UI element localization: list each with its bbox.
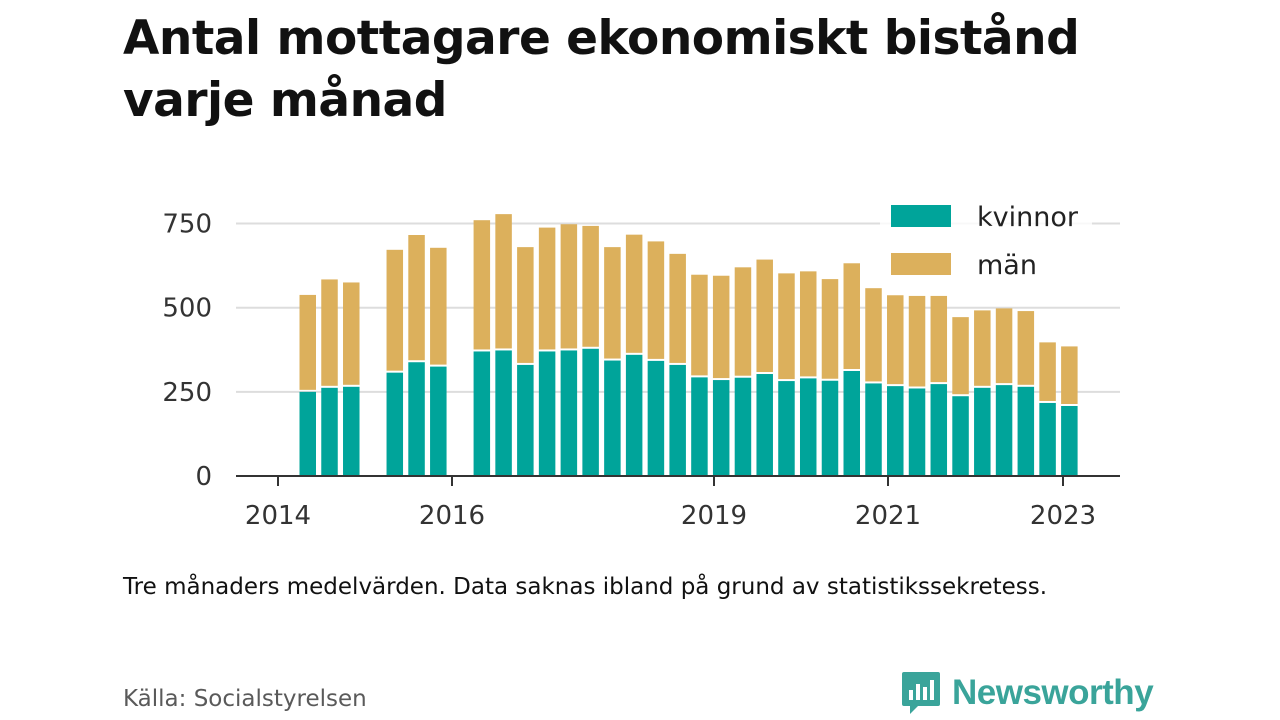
legend: kvinnor män bbox=[880, 195, 1092, 287]
bar-kvinnor bbox=[386, 372, 404, 476]
bar-man bbox=[408, 235, 425, 361]
bar-kvinnor bbox=[756, 374, 773, 476]
x-tick-label: 2014 bbox=[245, 501, 311, 531]
bar-man bbox=[1039, 342, 1056, 401]
legend-label: kvinnor bbox=[977, 202, 1079, 233]
axes: 0 250 500 750 2014 2016 2019 2021 2023 bbox=[162, 210, 1120, 531]
bar-man bbox=[712, 275, 730, 379]
bar-kvinnor bbox=[647, 360, 665, 476]
bar-kvinnor bbox=[1017, 386, 1035, 476]
brand-name: Newsworthy bbox=[952, 673, 1154, 712]
bar-kvinnor bbox=[517, 364, 534, 476]
bar-man bbox=[299, 294, 316, 390]
bar-man bbox=[386, 249, 404, 371]
bar-man bbox=[495, 214, 512, 349]
newsworthy-logo[interactable]: Newsworthy bbox=[900, 668, 1154, 718]
bar-man bbox=[473, 220, 491, 350]
y-tick-label: 250 bbox=[162, 378, 212, 408]
bar-kvinnor bbox=[430, 366, 447, 476]
x-tick-label: 2019 bbox=[681, 501, 747, 531]
bar-man bbox=[821, 279, 839, 379]
legend-swatch bbox=[891, 253, 951, 275]
bar-man bbox=[778, 273, 795, 380]
bar-kvinnor bbox=[843, 370, 860, 476]
bar-man bbox=[952, 317, 969, 395]
bar-kvinnor bbox=[952, 396, 969, 476]
y-tick-label: 750 bbox=[162, 210, 212, 240]
bar-kvinnor bbox=[1061, 405, 1078, 476]
bar-kvinnor bbox=[887, 386, 904, 476]
bar-man bbox=[1061, 346, 1078, 404]
bar-kvinnor bbox=[908, 388, 926, 476]
bar-kvinnor bbox=[821, 380, 839, 476]
bar-man bbox=[908, 295, 926, 387]
bar-man bbox=[430, 247, 447, 365]
bar-kvinnor bbox=[343, 386, 360, 476]
x-tick-label: 2016 bbox=[419, 501, 485, 531]
bar-man bbox=[538, 227, 556, 350]
x-tick-label: 2023 bbox=[1030, 501, 1096, 531]
bar-man bbox=[560, 224, 578, 349]
bar-man bbox=[974, 310, 991, 386]
bar-kvinnor bbox=[495, 350, 512, 476]
bar-man bbox=[604, 247, 621, 359]
bar-man bbox=[995, 308, 1013, 384]
bar-man bbox=[625, 234, 643, 353]
bar-man bbox=[756, 259, 773, 373]
bar-kvinnor bbox=[1039, 402, 1056, 476]
y-tick-label: 0 bbox=[195, 462, 212, 492]
bar-man bbox=[799, 271, 817, 377]
bar-kvinnor bbox=[625, 354, 643, 476]
bar-kvinnor bbox=[778, 381, 795, 476]
bar-kvinnor bbox=[321, 387, 338, 476]
bar-man bbox=[1017, 311, 1035, 385]
bar-kvinnor bbox=[734, 377, 752, 476]
bar-kvinnor bbox=[691, 377, 708, 476]
bar-man bbox=[865, 288, 882, 382]
source-label: Källa: Socialstyrelsen bbox=[123, 686, 367, 712]
bar-kvinnor bbox=[560, 350, 578, 476]
bar-kvinnor bbox=[974, 387, 991, 476]
bar-kvinnor bbox=[995, 385, 1013, 476]
bar-man bbox=[582, 225, 599, 347]
bar-kvinnor bbox=[473, 351, 491, 476]
legend-swatch bbox=[891, 205, 951, 227]
bar-kvinnor bbox=[582, 348, 599, 476]
bar-kvinnor bbox=[408, 362, 425, 476]
newsworthy-icon bbox=[902, 672, 940, 714]
chart-title: Antal mottagare ekonomiskt bistånd varje… bbox=[123, 11, 1080, 128]
bar-man bbox=[887, 295, 904, 385]
bar-man bbox=[691, 274, 708, 376]
legend-label: män bbox=[977, 250, 1037, 281]
chart: 0 250 500 750 2014 2016 2019 2021 2023 kvinnor mä… bbox=[162, 195, 1120, 531]
bar-kvinnor bbox=[299, 391, 316, 476]
bar-kvinnor bbox=[712, 380, 730, 476]
bar-kvinnor bbox=[799, 378, 817, 476]
x-tick-label: 2021 bbox=[855, 501, 921, 531]
bar-man bbox=[647, 241, 665, 359]
chart-note: Tre månaders medelvärden. Data saknas ib… bbox=[123, 574, 1048, 600]
bar-man bbox=[517, 247, 534, 363]
bar-man bbox=[669, 253, 686, 363]
y-tick-label: 500 bbox=[162, 294, 212, 324]
bar-kvinnor bbox=[604, 360, 621, 476]
bar-man bbox=[930, 295, 948, 383]
bar-kvinnor bbox=[865, 383, 882, 476]
bar-kvinnor bbox=[538, 351, 556, 476]
bar-man bbox=[843, 263, 860, 369]
bar-man bbox=[321, 279, 338, 386]
bar-kvinnor bbox=[930, 384, 948, 476]
bars bbox=[299, 214, 1078, 476]
bar-man bbox=[734, 267, 752, 376]
bar-man bbox=[343, 282, 360, 385]
bar-kvinnor bbox=[669, 364, 686, 476]
